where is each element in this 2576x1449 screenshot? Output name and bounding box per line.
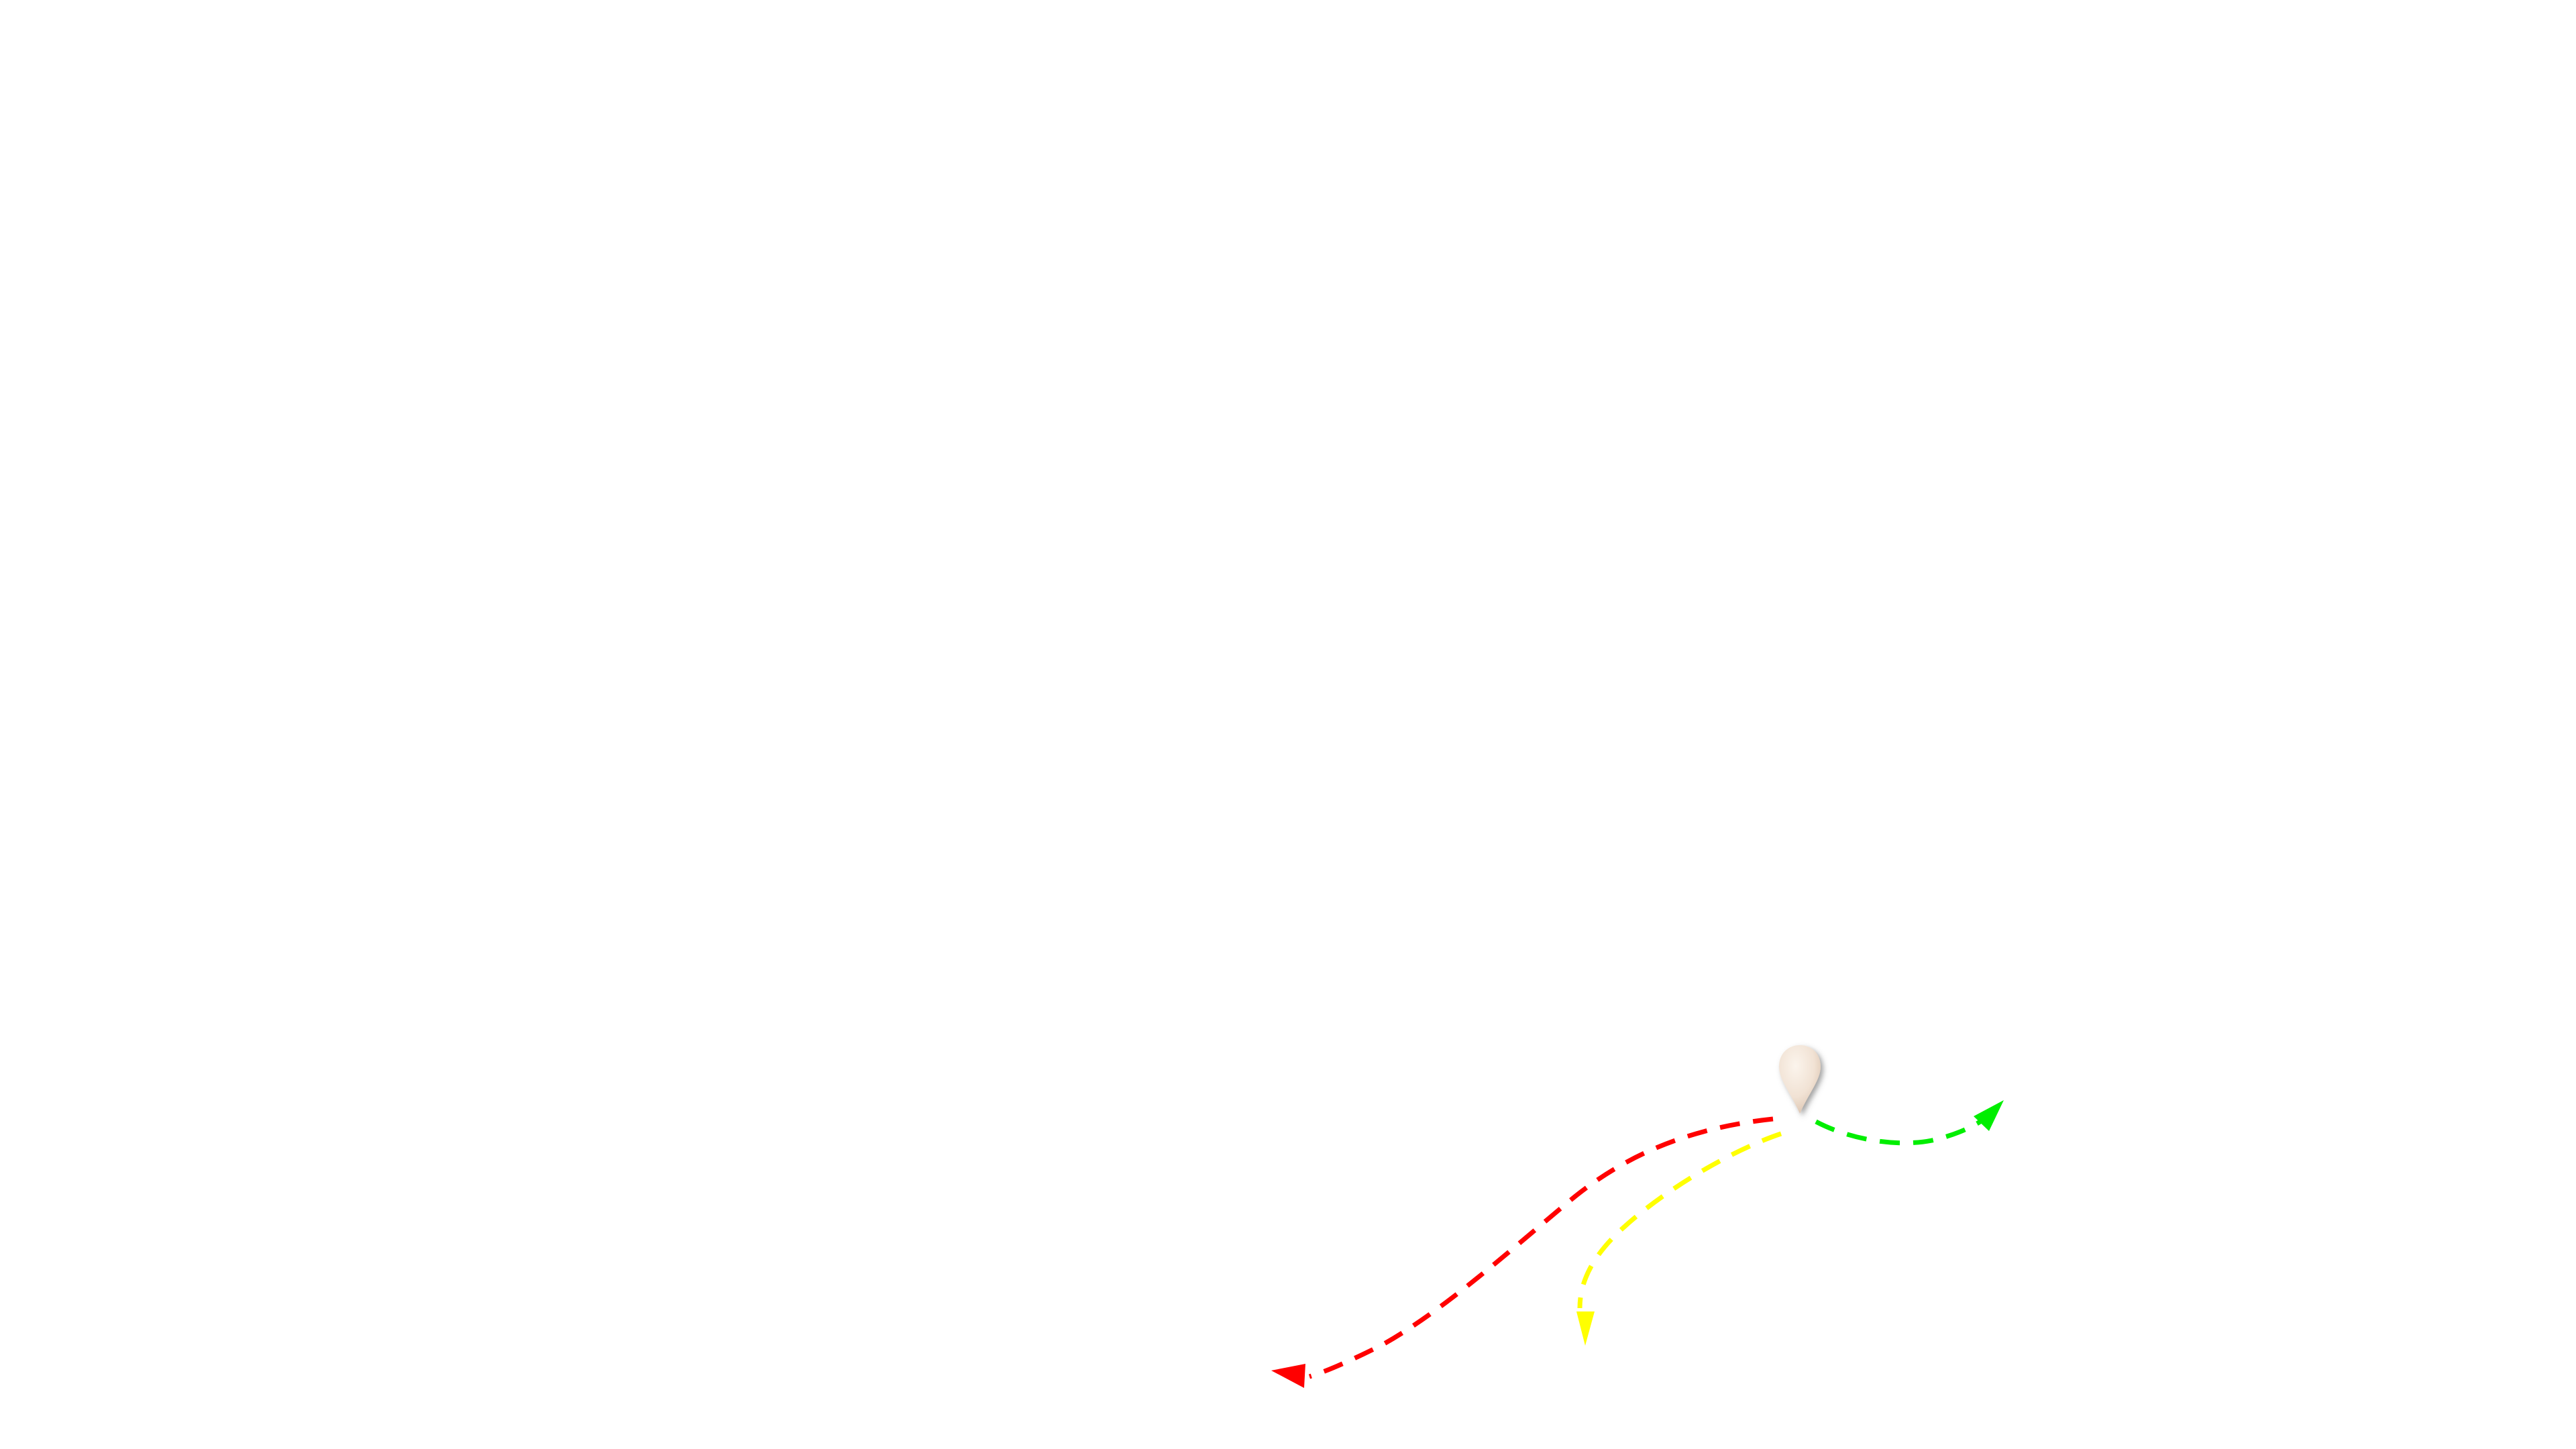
routes-layer xyxy=(1271,1100,2004,1388)
route-red[interactable] xyxy=(1271,1116,1774,1388)
route-red-line[interactable] xyxy=(1308,1116,1774,1379)
map-pin-icon[interactable] xyxy=(1779,1045,1821,1114)
map-pin-shape[interactable] xyxy=(1779,1045,1821,1114)
route-green[interactable] xyxy=(1815,1100,2004,1146)
route-red-arrowhead xyxy=(1271,1364,1305,1388)
route-yellow[interactable] xyxy=(1576,1131,1782,1346)
route-green-line[interactable] xyxy=(1815,1118,1984,1146)
route-green-arrowhead xyxy=(1974,1100,2004,1131)
route-yellow-arrowhead xyxy=(1576,1311,1595,1346)
route-yellow-line[interactable] xyxy=(1577,1131,1782,1309)
